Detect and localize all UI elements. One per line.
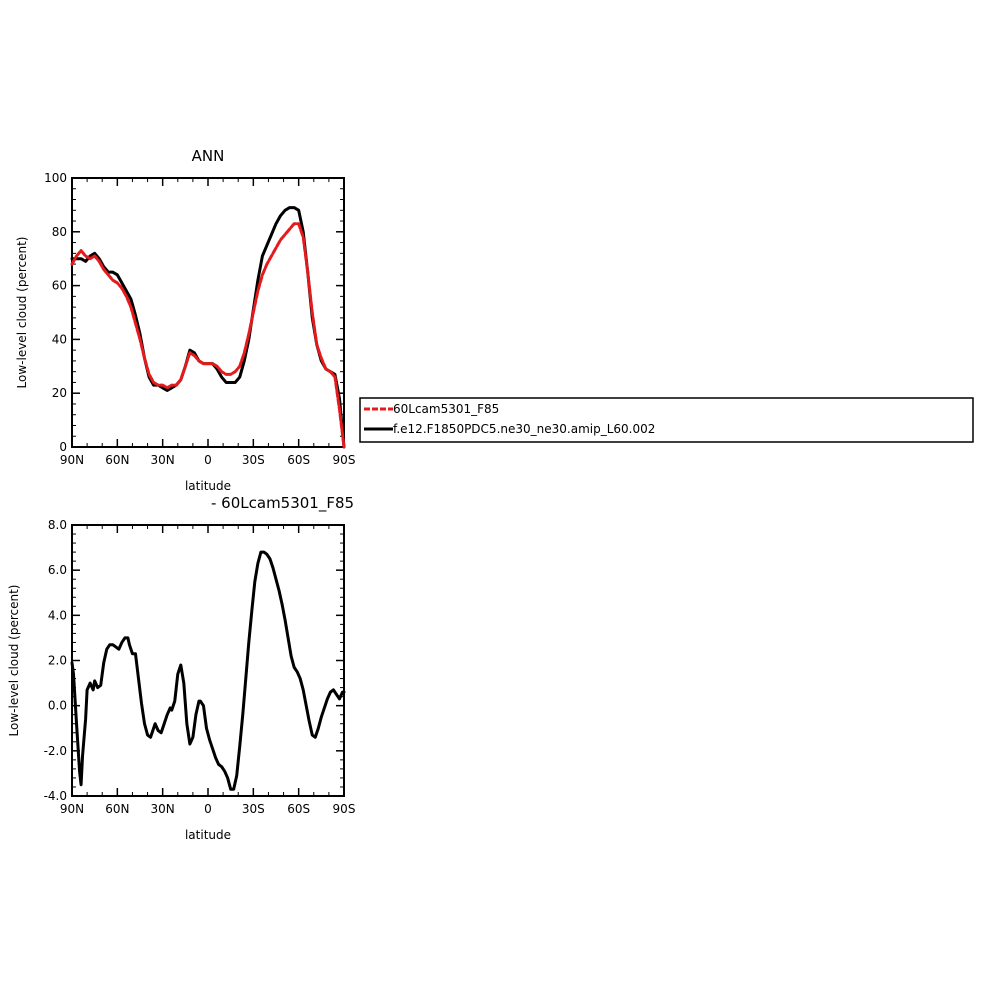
y-tick-label: 0 bbox=[59, 440, 67, 454]
y-tick-label: 8.0 bbox=[48, 518, 67, 532]
x-tick-label: 60S bbox=[287, 802, 310, 816]
y-axis-label: Low-level cloud (percent) bbox=[7, 585, 21, 737]
x-axis-label: latitude bbox=[185, 828, 231, 842]
x-axis-label: latitude bbox=[185, 479, 231, 493]
x-tick-label: 30S bbox=[242, 802, 265, 816]
y-axis-label: Low-level cloud (percent) bbox=[15, 237, 29, 389]
x-tick-label: 90S bbox=[333, 802, 356, 816]
legend-box bbox=[359, 397, 974, 443]
legend-entry-2: f.e12.F1850PDC5.ne30_ne30.amip_L60.002 bbox=[393, 422, 655, 436]
y-tick-label: 2.0 bbox=[48, 654, 67, 668]
y-tick-label: 60 bbox=[52, 279, 67, 293]
x-tick-label: 90S bbox=[333, 453, 356, 467]
x-tick-label: 30S bbox=[242, 453, 265, 467]
series-line-1 bbox=[70, 222, 346, 449]
series-line-1 bbox=[70, 550, 346, 791]
y-tick-label: 80 bbox=[52, 225, 67, 239]
plot-frame bbox=[71, 177, 345, 448]
chart-panel-2: - 60Lcam5301_F85 90N 60N 30N 0 30S 60S 90S -4.0 -… bbox=[7, 494, 355, 842]
chart-title: - 60Lcam5301_F85 bbox=[211, 494, 354, 513]
x-tick-label: 60N bbox=[105, 453, 129, 467]
y-tick-label: -2.0 bbox=[44, 744, 67, 758]
x-tick-label: 0 bbox=[204, 453, 212, 467]
y-tick-label: -4.0 bbox=[44, 789, 67, 803]
legend: 60Lcam5301_F85 f.e12.F1850PDC5.ne30_ne30.… bbox=[359, 397, 974, 443]
y-tick-label: 100 bbox=[44, 171, 67, 185]
x-tick-label: 90N bbox=[60, 802, 84, 816]
y-tick-label: 6.0 bbox=[48, 563, 67, 577]
legend-entry-1: 60Lcam5301_F85 bbox=[393, 402, 499, 416]
chart-title: ANN bbox=[192, 147, 225, 165]
x-tick-label: 60N bbox=[105, 802, 129, 816]
y-tick-label: 4.0 bbox=[48, 608, 67, 622]
y-tick-label: 20 bbox=[52, 386, 67, 400]
y-tick-label: 40 bbox=[52, 332, 67, 346]
x-tick-label: 90N bbox=[60, 453, 84, 467]
y-tick-label: 0.0 bbox=[48, 699, 67, 713]
x-tick-label: 30N bbox=[151, 453, 175, 467]
x-tick-label: 60S bbox=[287, 453, 310, 467]
chart-panel-1: ANN 90N 60N 30N 0 30S 60S 90S 0 20 40 60 80 100 latitu… bbox=[15, 147, 974, 493]
x-tick-label: 0 bbox=[204, 802, 212, 816]
x-tick-label: 30N bbox=[151, 802, 175, 816]
plot-frame bbox=[71, 524, 345, 797]
